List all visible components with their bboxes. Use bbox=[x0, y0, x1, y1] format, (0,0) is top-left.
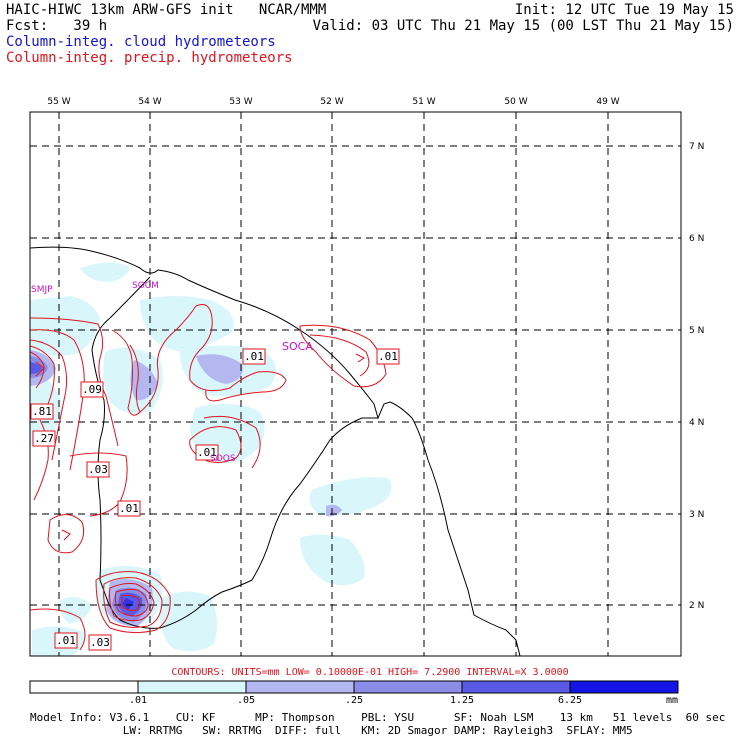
precip-contours bbox=[30, 304, 387, 651]
station-soca: SOCA bbox=[282, 340, 313, 353]
svg-text:.81: .81 bbox=[32, 405, 52, 418]
svg-text:.01: .01 bbox=[244, 350, 264, 363]
contour-label: .01 bbox=[242, 348, 266, 365]
contour-label: .03 bbox=[88, 634, 112, 651]
svg-text:.27: .27 bbox=[34, 432, 54, 445]
lon-tick-label: 55 W bbox=[47, 97, 70, 107]
station-labels: SMJP SOCM SOCA SOOS bbox=[31, 281, 313, 464]
lat-tick-label: 7 N bbox=[689, 142, 704, 152]
station-smjp: SMJP bbox=[31, 285, 53, 295]
svg-text:.01: .01 bbox=[119, 502, 139, 515]
model-info-line1: Model Info: V3.6.1 CU: KF MP: Thompson P… bbox=[30, 711, 726, 724]
lon-tick-label: 54 W bbox=[138, 97, 161, 107]
chart-title: HAIC-HIWC 13km ARW-GFS init NCAR/MMM bbox=[6, 2, 327, 18]
colorbar bbox=[29, 680, 679, 694]
lon-axis: 55 W 54 W 53 W 52 W 51 W 50 W 49 W bbox=[47, 97, 619, 107]
contour-info: CONTOURS: UNITS=mm LOW= 0.10000E-01 HIGH… bbox=[171, 667, 569, 678]
lat-axis: 7 N 6 N 5 N 4 N 3 N 2 N bbox=[689, 142, 704, 611]
map-frame bbox=[29, 111, 682, 657]
legend-cloud: Column-integ. cloud hydrometeors bbox=[6, 34, 276, 50]
lat-tick-label: 2 N bbox=[689, 601, 704, 611]
legend-precip: Column-integ. precip. hydrometeors bbox=[6, 50, 293, 66]
colorbar-label: 1.25 bbox=[449, 695, 475, 706]
colorbar-label: .25 bbox=[344, 695, 364, 706]
lon-tick-label: 51 W bbox=[412, 97, 435, 107]
contour-label: .01 bbox=[117, 500, 141, 517]
svg-text:.03: .03 bbox=[90, 636, 110, 649]
valid-time: Valid: 03 UTC Thu 21 May 15 (00 LST Thu … bbox=[312, 18, 734, 34]
lon-tick-label: 49 W bbox=[596, 97, 619, 107]
lat-tick-label: 4 N bbox=[689, 418, 704, 428]
lat-tick-label: 3 N bbox=[689, 510, 704, 520]
contour-label: .01 bbox=[376, 348, 400, 365]
colorbar-label: .05 bbox=[236, 695, 256, 706]
map-area: .01 .01 .09 .81 .27 .03 .01 .01 .01 .03 … bbox=[30, 112, 681, 656]
svg-text:.01: .01 bbox=[56, 634, 76, 647]
lat-tick-label: 5 N bbox=[689, 326, 704, 336]
contour-labels: .01 .01 .09 .81 .27 .03 .01 .01 .01 .03 bbox=[30, 348, 400, 651]
lat-tick-label: 6 N bbox=[689, 234, 704, 244]
contour-label: .01 bbox=[195, 444, 219, 461]
colorbar-units: mm bbox=[665, 695, 679, 706]
svg-text:.01: .01 bbox=[378, 350, 398, 363]
contour-label: .27 bbox=[32, 430, 56, 447]
init-time: Init: 12 UTC Tue 19 May 15 bbox=[514, 2, 734, 18]
graticule bbox=[30, 112, 681, 656]
contour-label: .09 bbox=[80, 381, 104, 398]
svg-text:.09: .09 bbox=[82, 383, 102, 396]
station-soos: SOOS bbox=[210, 454, 236, 464]
cloud-fill-mid bbox=[30, 350, 342, 627]
contour-label: .03 bbox=[86, 461, 110, 478]
contour-label: .81 bbox=[30, 403, 54, 420]
lon-tick-label: 50 W bbox=[504, 97, 527, 107]
lon-tick-label: 52 W bbox=[320, 97, 343, 107]
colorbar-label: 6.25 bbox=[557, 695, 583, 706]
station-socm: SOCM bbox=[132, 281, 159, 291]
lon-tick-label: 53 W bbox=[229, 97, 252, 107]
model-info-line2: LW: RRTMG SW: RRTMG DIFF: full KM: 2D Sm… bbox=[30, 724, 633, 737]
contour-label: .01 bbox=[54, 632, 78, 649]
forecast-hour: Fcst: 39 h bbox=[6, 18, 108, 34]
colorbar-label: .01 bbox=[128, 695, 148, 706]
svg-text:.03: .03 bbox=[88, 463, 108, 476]
svg-text:.01: .01 bbox=[197, 446, 217, 459]
